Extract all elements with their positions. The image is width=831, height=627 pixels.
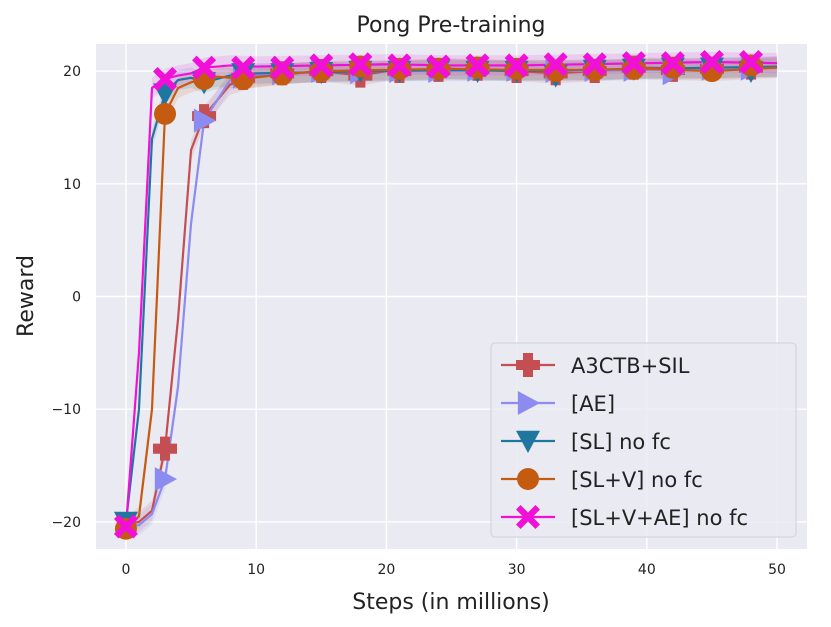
- marker-sl-v-ae-no-fc: [387, 53, 412, 78]
- marker-sl-v-ae-no-fc: [153, 66, 178, 91]
- x-tick-label: 40: [638, 562, 656, 578]
- x-axis-label: Steps (in millions): [352, 590, 550, 615]
- marker-sl-v-ae-no-fc: [660, 51, 685, 76]
- series-markers: [113, 50, 764, 540]
- marker-sl-v-no-fc: [310, 60, 333, 83]
- marker-sl-v-no-fc: [154, 102, 177, 125]
- legend-marker-sl-v-no-fc: [517, 468, 539, 490]
- legend-marker-a3ctb-sil: [516, 353, 540, 377]
- y-tick-label: 0: [72, 290, 81, 306]
- y-tick-label: 20: [63, 64, 81, 80]
- tick-labels: 0 10 20 30 40 50 −20 −10 0 10 20: [51, 64, 786, 578]
- chart-title: Pong Pre-training: [357, 13, 546, 38]
- legend-label-sl-no-fc: [SL] no fc: [571, 430, 671, 454]
- x-tick-label: 0: [121, 562, 130, 578]
- x-tick-label: 20: [377, 562, 395, 578]
- legend-box: [490, 342, 797, 538]
- x-tick-label: 30: [508, 562, 526, 578]
- marker-ae: [154, 467, 178, 492]
- y-axis-label: Reward: [14, 255, 39, 337]
- marker-sl-v-ae-no-fc: [231, 55, 256, 80]
- marker-sl-v-no-fc: [622, 57, 645, 80]
- marker-sl-v-ae-no-fc: [582, 52, 607, 77]
- marker-sl-v-ae-no-fc: [699, 50, 724, 75]
- legend: A3CTB+SIL [AE] [SL] no fc [SL+V] no fc [SL+V…: [490, 342, 797, 538]
- legend-label-sl-v-ae-no-fc: [SL+V+AE] no fc: [571, 506, 748, 530]
- marker-sl-v-ae-no-fc: [309, 53, 334, 78]
- marker-ae: [193, 108, 217, 133]
- legend-marker-sl-v-ae-no-fc: [516, 505, 540, 529]
- marker-sl-v-ae-no-fc: [426, 54, 451, 79]
- legend-label-sl-v-no-fc: [SL+V] no fc: [571, 468, 703, 492]
- legend-marker-ae: [517, 391, 540, 415]
- x-tick-label: 50: [768, 562, 786, 578]
- marker-sl-v-ae-no-fc: [543, 52, 568, 77]
- marker-sl-v-ae-no-fc: [465, 53, 490, 78]
- x-tick-label: 10: [247, 562, 265, 578]
- marker-sl-v-ae-no-fc: [270, 55, 295, 80]
- marker-sl-v-ae-no-fc: [504, 53, 529, 78]
- y-tick-label: −20: [51, 515, 81, 531]
- marker-a3ctb-sil: [153, 436, 178, 461]
- legend-label-a3ctb-sil: A3CTB+SIL: [571, 354, 690, 378]
- legend-marker-sl-no-fc: [516, 430, 540, 453]
- marker-sl-v-ae-no-fc: [621, 51, 646, 76]
- marker-sl-v-ae-no-fc: [113, 514, 138, 539]
- marker-sl-v-no-fc: [583, 58, 606, 81]
- marker-sl-v-ae-no-fc: [192, 55, 217, 80]
- y-tick-label: −10: [51, 402, 81, 418]
- y-tick-label: 10: [63, 177, 81, 193]
- legend-label-ae: [AE]: [571, 392, 615, 416]
- marker-sl-v-ae-no-fc: [348, 52, 373, 77]
- marker-sl-v-ae-no-fc: [739, 50, 764, 75]
